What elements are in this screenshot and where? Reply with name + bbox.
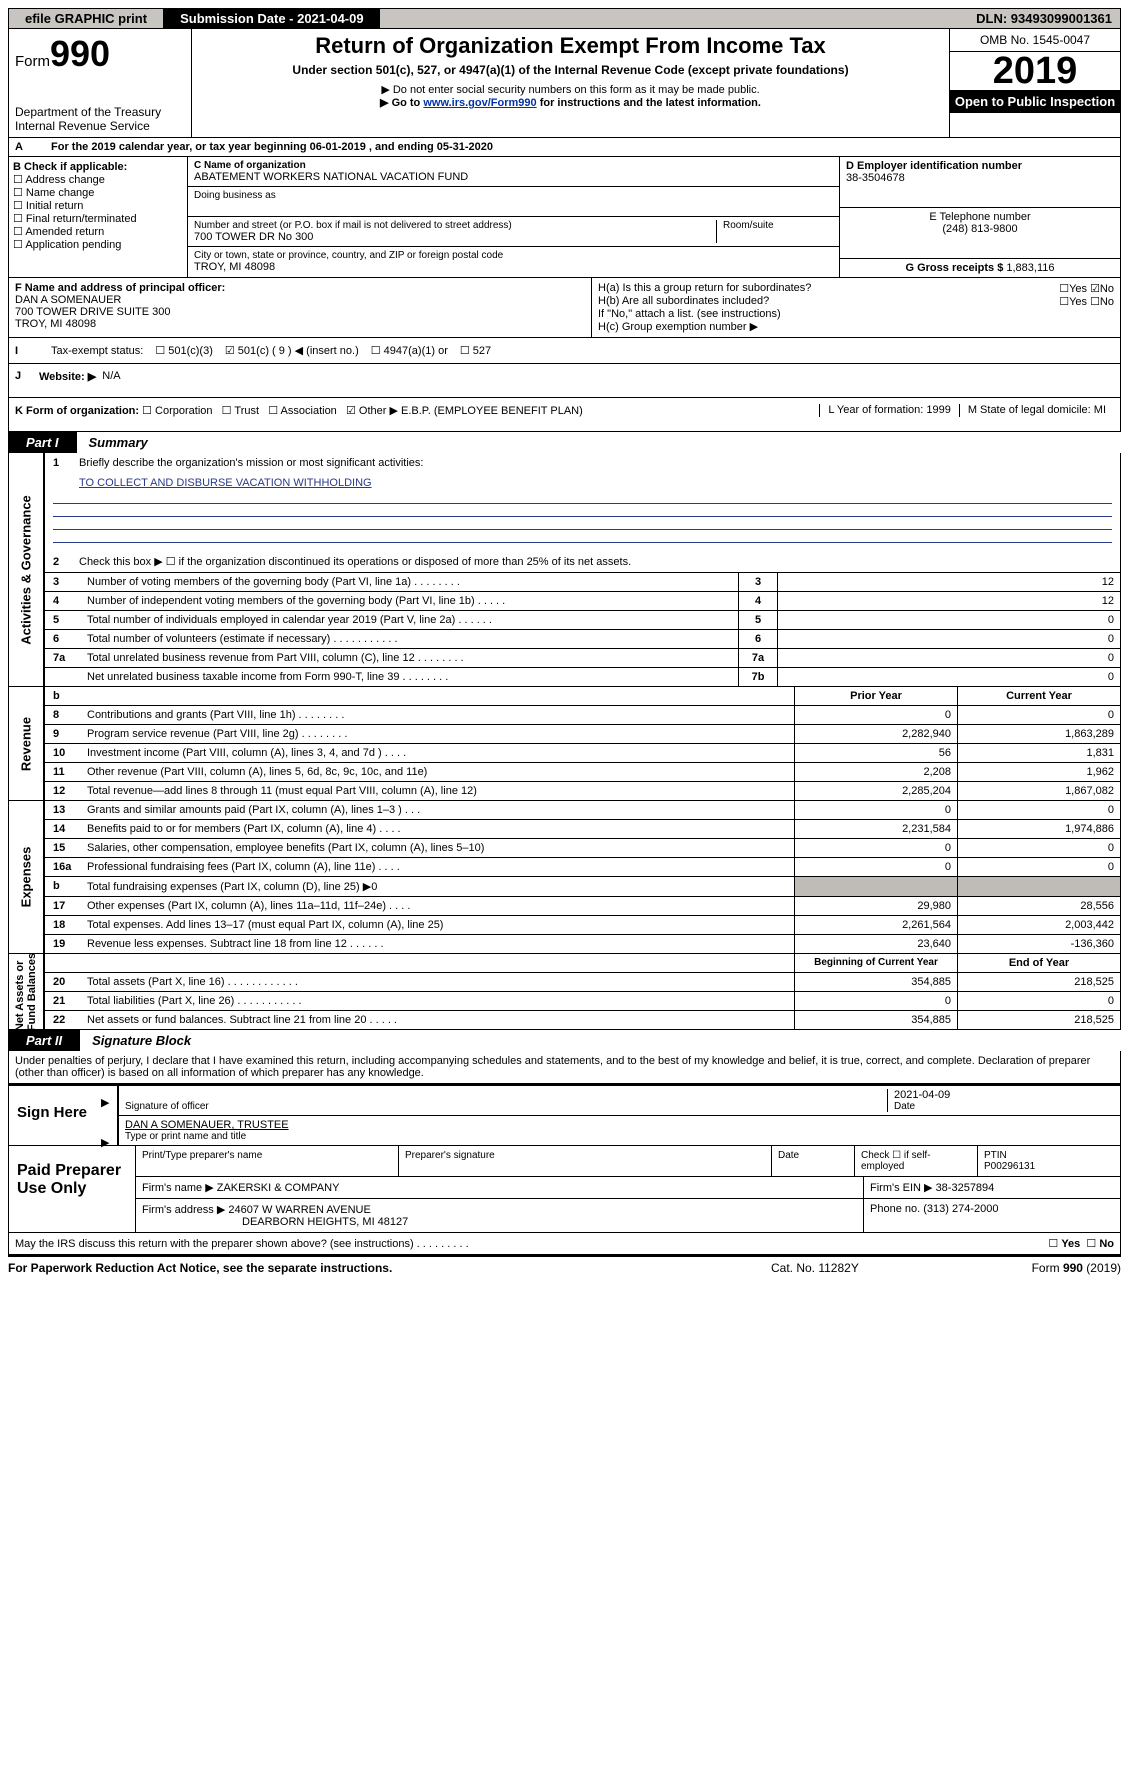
year-formation: L Year of formation: 1999 bbox=[819, 404, 959, 417]
phone: (248) 813-9800 bbox=[846, 223, 1114, 235]
ein: 38-3504678 bbox=[846, 172, 1114, 184]
netassets-section: Net Assets orFund Balances Beginning of … bbox=[8, 954, 1121, 1030]
state-domicile: M State of legal domicile: MI bbox=[959, 404, 1114, 417]
data-row: 22Net assets or fund balances. Subtract … bbox=[45, 1010, 1120, 1029]
gov-row: 4Number of independent voting members of… bbox=[45, 591, 1120, 610]
data-row: 8Contributions and grants (Part VIII, li… bbox=[45, 705, 1120, 724]
data-row: 16aProfessional fundraising fees (Part I… bbox=[45, 857, 1120, 876]
status-4947[interactable]: ☐ 4947(a)(1) or bbox=[371, 344, 448, 357]
entity-section: B Check if applicable: Address change Na… bbox=[8, 157, 1121, 278]
footer: For Paperwork Reduction Act Notice, see … bbox=[8, 1255, 1121, 1279]
data-row: 15Salaries, other compensation, employee… bbox=[45, 838, 1120, 857]
org-name: ABATEMENT WORKERS NATIONAL VACATION FUND bbox=[194, 171, 833, 183]
paid-preparer-section: Paid Preparer Use Only Print/Type prepar… bbox=[8, 1146, 1121, 1233]
expenses-section: Expenses 13Grants and similar amounts pa… bbox=[8, 801, 1121, 954]
top-bar: efile GRAPHIC print Submission Date - 20… bbox=[8, 8, 1121, 29]
gov-row: 6Total number of volunteers (estimate if… bbox=[45, 629, 1120, 648]
status-527[interactable]: ☐ 527 bbox=[460, 344, 491, 357]
check-amended[interactable]: Amended return bbox=[13, 225, 183, 238]
org-address: 700 TOWER DR No 300 bbox=[194, 231, 716, 243]
part1-header: Part I Summary bbox=[8, 432, 1121, 453]
box-c: C Name of organization ABATEMENT WORKERS… bbox=[188, 157, 839, 277]
check-initial[interactable]: Initial return bbox=[13, 199, 183, 212]
status-501c3[interactable]: ☐ 501(c)(3) bbox=[155, 344, 213, 357]
data-row: 11Other revenue (Part VIII, column (A), … bbox=[45, 762, 1120, 781]
data-row: 21Total liabilities (Part X, line 26) . … bbox=[45, 991, 1120, 1010]
line-a-text: For the 2019 calendar year, or tax year … bbox=[45, 138, 1120, 156]
perjury-text: Under penalties of perjury, I declare th… bbox=[8, 1051, 1121, 1084]
mission-text: TO COLLECT AND DISBURSE VACATION WITHHOL… bbox=[79, 477, 372, 489]
tax-status-row: I Tax-exempt status: ☐ 501(c)(3) ☑ 501(c… bbox=[8, 338, 1121, 364]
dln: DLN: 93493099001361 bbox=[968, 9, 1120, 28]
discuss-row: May the IRS discuss this return with the… bbox=[8, 1233, 1121, 1255]
data-row: 14Benefits paid to or for members (Part … bbox=[45, 819, 1120, 838]
website-row: J Website: ▶ N/A bbox=[8, 364, 1121, 398]
firm-phone: (313) 274-2000 bbox=[923, 1203, 998, 1215]
discuss-no[interactable]: ☐ No bbox=[1086, 1237, 1114, 1250]
form-label: Form990 bbox=[15, 33, 185, 75]
governance-section: Activities & Governance 1Briefly describ… bbox=[8, 453, 1121, 687]
gov-row: 5Total number of individuals employed in… bbox=[45, 610, 1120, 629]
room-suite: Room/suite bbox=[716, 220, 833, 243]
box-h: H(a) Is this a group return for subordin… bbox=[592, 278, 1120, 337]
box-d-e-g: D Employer identification number 38-3504… bbox=[839, 157, 1120, 277]
website-val: N/A bbox=[102, 370, 120, 383]
data-row: 19Revenue less expenses. Subtract line 1… bbox=[45, 934, 1120, 953]
data-row: 17Other expenses (Part IX, column (A), l… bbox=[45, 896, 1120, 915]
discuss-yes[interactable]: ☐ Yes bbox=[1048, 1237, 1080, 1250]
k-org-row: K Form of organization: ☐ Corporation ☐ … bbox=[8, 398, 1121, 432]
gov-row: Net unrelated business taxable income fr… bbox=[45, 667, 1120, 686]
note-ssn: ▶ Do not enter social security numbers o… bbox=[198, 83, 943, 96]
irs-label: Internal Revenue Service bbox=[15, 119, 185, 133]
check-final[interactable]: Final return/terminated bbox=[13, 212, 183, 225]
part2-header: Part II Signature Block bbox=[8, 1030, 1121, 1051]
check-address[interactable]: Address change bbox=[13, 173, 183, 186]
tax-year: 2019 bbox=[950, 52, 1120, 90]
data-row: bTotal fundraising expenses (Part IX, co… bbox=[45, 876, 1120, 896]
form-subtitle: Under section 501(c), 527, or 4947(a)(1)… bbox=[198, 63, 943, 77]
data-row: 20Total assets (Part X, line 16) . . . .… bbox=[45, 972, 1120, 991]
gov-row: 3Number of voting members of the governi… bbox=[45, 572, 1120, 591]
firm-name: ZAKERSKI & COMPANY bbox=[217, 1182, 340, 1194]
org-city: TROY, MI 48098 bbox=[194, 261, 833, 273]
efile-button[interactable]: efile GRAPHIC print bbox=[9, 9, 164, 28]
gov-row: 7aTotal unrelated business revenue from … bbox=[45, 648, 1120, 667]
line-a-label: A bbox=[9, 138, 45, 156]
open-public: Open to Public Inspection bbox=[950, 90, 1120, 113]
irs-link[interactable]: www.irs.gov/Form990 bbox=[423, 97, 536, 109]
firm-ein: 38-3257894 bbox=[936, 1182, 995, 1194]
data-row: 13Grants and similar amounts paid (Part … bbox=[45, 801, 1120, 819]
sign-section: Sign Here ▶ ▶ Signature of officer 2021-… bbox=[8, 1084, 1121, 1146]
check-name[interactable]: Name change bbox=[13, 186, 183, 199]
box-b: B Check if applicable: Address change Na… bbox=[9, 157, 188, 277]
officer-group-row: F Name and address of principal officer:… bbox=[8, 278, 1121, 338]
note-link: ▶ Go to www.irs.gov/Form990 for instruct… bbox=[198, 96, 943, 109]
check-pending[interactable]: Application pending bbox=[13, 238, 183, 251]
data-row: 10Investment income (Part VIII, column (… bbox=[45, 743, 1120, 762]
status-501c[interactable]: ☑ 501(c) ( 9 ) ◀ (insert no.) bbox=[225, 344, 359, 357]
data-row: 9Program service revenue (Part VIII, lin… bbox=[45, 724, 1120, 743]
revenue-section: Revenue bPrior YearCurrent Year 8Contrib… bbox=[8, 687, 1121, 801]
form-title: Return of Organization Exempt From Incom… bbox=[198, 33, 943, 59]
dept-label: Department of the Treasury bbox=[15, 105, 185, 119]
officer-name: DAN A SOMENAUER, TRUSTEE bbox=[125, 1119, 289, 1131]
submission-date: Submission Date - 2021-04-09 bbox=[164, 9, 380, 28]
ptin: P00296131 bbox=[984, 1161, 1035, 1172]
form-header: Form990 Department of the Treasury Inter… bbox=[8, 29, 1121, 138]
gross-receipts: 1,883,116 bbox=[1006, 262, 1054, 274]
omb-number: OMB No. 1545-0047 bbox=[950, 29, 1120, 52]
data-row: 12Total revenue—add lines 8 through 11 (… bbox=[45, 781, 1120, 800]
box-f: F Name and address of principal officer:… bbox=[9, 278, 592, 337]
data-row: 18Total expenses. Add lines 13–17 (must … bbox=[45, 915, 1120, 934]
